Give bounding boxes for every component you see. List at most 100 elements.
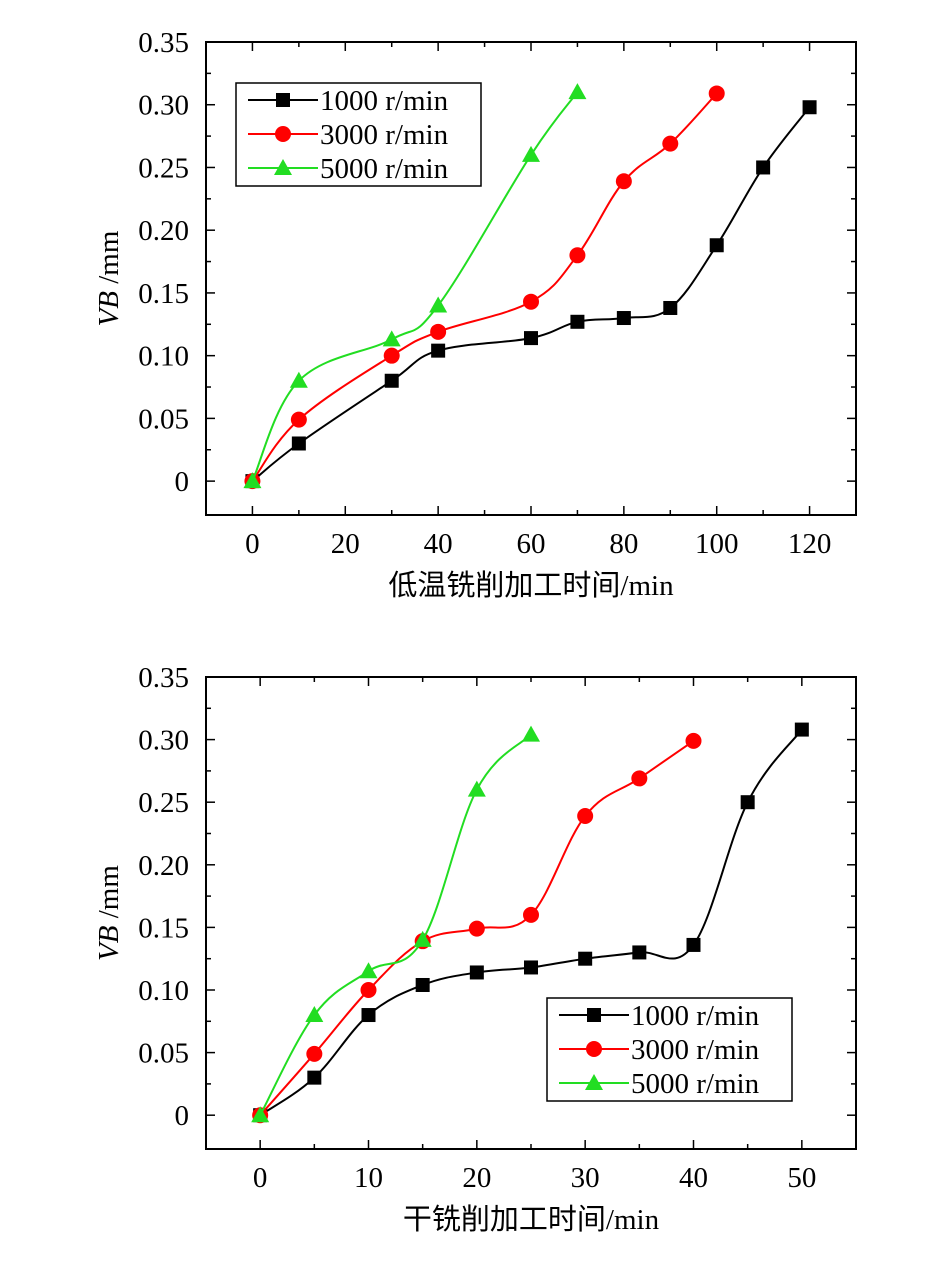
data-point (360, 981, 377, 998)
legend-marker (276, 93, 290, 107)
series-line (259, 733, 532, 1116)
data-point (740, 795, 755, 810)
legend-marker (275, 126, 291, 142)
data-point (577, 807, 594, 824)
legend-label: 3000 r/min (631, 1034, 760, 1066)
data-point (578, 951, 593, 966)
y-tick-label: 0.35 (138, 662, 189, 694)
legend-marker (587, 1008, 601, 1022)
data-point (382, 330, 401, 347)
data-point (632, 945, 647, 960)
x-tick-label: 80 (609, 528, 638, 560)
data-point (431, 343, 446, 358)
y-tick-label: 0.10 (138, 975, 189, 1007)
y-tick-label: 0.30 (138, 90, 189, 122)
x-tick-label: 120 (788, 528, 832, 560)
data-point (685, 732, 702, 749)
x-tick-label: 20 (331, 528, 360, 560)
x-axis-title: 干铣削加工时间/min (403, 1203, 660, 1236)
data-point (306, 1045, 323, 1062)
x-tick-label: 0 (245, 528, 260, 560)
legend-label: 3000 r/min (320, 119, 449, 151)
series-line (259, 729, 803, 1117)
data-point (290, 411, 307, 428)
data-point (305, 1006, 324, 1023)
data-point (616, 311, 631, 326)
data-point (361, 1008, 376, 1023)
data-point (383, 347, 400, 364)
legend-marker (585, 1074, 603, 1090)
data-point (709, 238, 724, 253)
y-tick-label: 0.35 (138, 27, 189, 59)
data-point (523, 906, 539, 923)
legend-label: 1000 r/min (320, 85, 449, 117)
data-point (469, 965, 484, 980)
series-3 (251, 725, 540, 1123)
data-point (415, 977, 430, 992)
series-2 (252, 732, 702, 1124)
data-point (467, 780, 486, 797)
data-point (524, 331, 538, 346)
data-point (289, 371, 308, 388)
data-point (468, 920, 485, 937)
y-tick-label: 0.20 (138, 215, 189, 247)
data-point (662, 135, 679, 152)
data-point (413, 930, 432, 947)
y-tick-label: 0.10 (138, 341, 189, 373)
x-tick-label: 10 (354, 1162, 383, 1194)
data-point (523, 293, 539, 310)
x-tick-label: 30 (571, 1162, 600, 1194)
data-point (251, 1106, 270, 1123)
legend-marker (274, 159, 292, 175)
y-axis-title-symbol: VB (93, 925, 125, 961)
data-point (663, 300, 678, 315)
data-point (522, 145, 540, 162)
x-tick-label: 60 (517, 528, 546, 560)
data-point (708, 85, 725, 102)
data-point (522, 725, 540, 742)
y-axis-title-unit: /mm (93, 230, 125, 291)
data-point (291, 436, 306, 451)
x-tick-label: 40 (679, 1162, 708, 1194)
series-1 (245, 100, 817, 489)
x-axis-title: 低温铣削加工时间/min (388, 569, 674, 602)
data-point (794, 722, 809, 737)
y-tick-label: 0.25 (138, 152, 189, 184)
data-point (384, 373, 399, 388)
data-point (570, 314, 585, 329)
y-axis-title: VB /mm (93, 230, 125, 326)
data-point (359, 962, 378, 979)
y-axis-title-unit: /mm (93, 865, 125, 926)
data-point (524, 960, 538, 975)
data-point (430, 323, 447, 340)
legend-label: 5000 r/min (631, 1068, 760, 1100)
legend-label: 5000 r/min (320, 153, 449, 185)
x-tick-label: 0 (253, 1162, 268, 1194)
y-axis-title: VB /mm (93, 865, 125, 961)
data-point (243, 472, 262, 489)
y-tick-label: 0.15 (138, 912, 189, 944)
x-tick-label: 20 (462, 1162, 491, 1194)
y-tick-label: 0.30 (138, 725, 189, 757)
x-tick-label: 100 (695, 528, 739, 560)
chart-2: 0 10 20 30 40 50 0 0.05 0.10 0.15 0.20 0.25 0.30 0.35… (93, 662, 857, 1236)
y-tick-label: 0.25 (138, 787, 189, 819)
data-point (568, 83, 587, 100)
y-tick-label: 0 (175, 1100, 190, 1132)
series-3 (243, 83, 587, 489)
series-2 (244, 85, 725, 490)
y-tick-label: 0.05 (138, 1038, 189, 1070)
data-point (569, 247, 586, 264)
y-tick-label: 0.05 (138, 403, 189, 435)
y-tick-label: 0.20 (138, 850, 189, 882)
legend-label: 1000 r/min (631, 1000, 760, 1032)
data-point (615, 173, 632, 190)
y-tick-label: 0 (175, 466, 190, 498)
x-tick-label: 50 (787, 1162, 816, 1194)
data-point (756, 160, 771, 175)
data-point (631, 770, 648, 787)
data-point (802, 100, 817, 115)
